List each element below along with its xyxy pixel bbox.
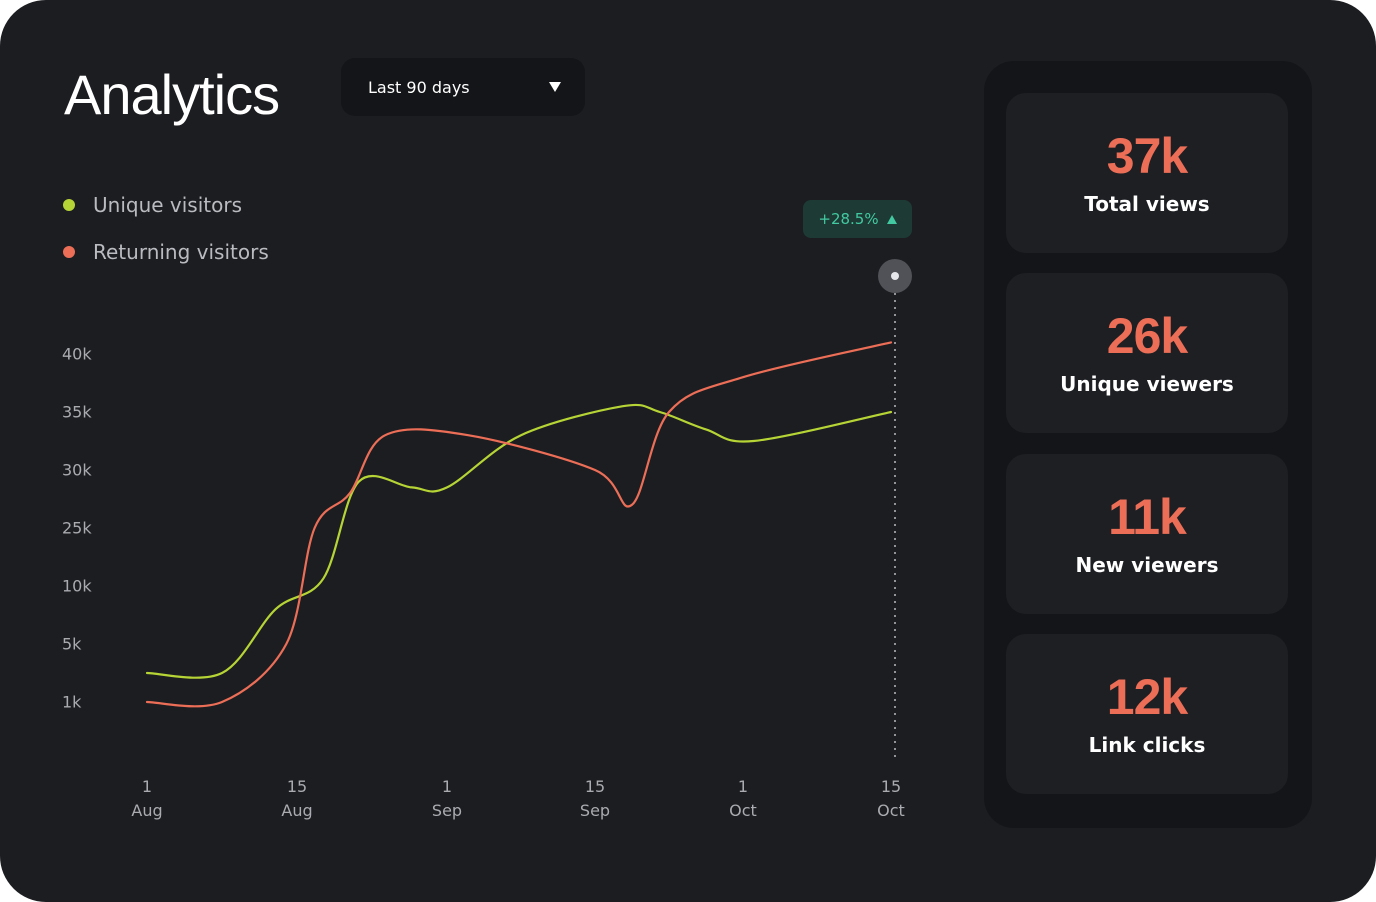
stat-card-link-clicks: 12k Link clicks: [1006, 634, 1288, 794]
legend-label-unique: Unique visitors: [93, 193, 242, 217]
handle-dot: [891, 272, 899, 280]
x-tick-month: Aug: [281, 801, 313, 820]
y-tick-label: 30k: [62, 460, 92, 480]
x-tick-month: Sep: [431, 801, 463, 820]
stats-panel: 37k Total views 26k Unique viewers 11k N…: [984, 61, 1312, 828]
stat-label: New viewers: [1075, 553, 1219, 577]
x-tick-day: 1: [737, 777, 749, 796]
line-chart: [145, 293, 896, 758]
legend-item-returning: Returning visitors: [63, 237, 269, 267]
y-tick-label: 5k: [62, 634, 82, 654]
stat-label: Unique viewers: [1060, 372, 1234, 396]
legend-item-unique: Unique visitors: [63, 190, 269, 220]
y-tick-label: 35k: [62, 402, 92, 422]
chart-scrub-handle[interactable]: [878, 259, 912, 293]
x-tick-label: 15 Aug: [257, 775, 337, 823]
date-range-select[interactable]: Last 90 days: [341, 58, 585, 116]
x-tick-day: 1: [441, 777, 453, 796]
legend-dot-unique: [63, 199, 75, 211]
stat-value: 37k: [1106, 128, 1188, 184]
stat-label: Total views: [1084, 192, 1210, 216]
x-tick-day: 15: [286, 777, 308, 796]
stat-card-total-views: 37k Total views: [1006, 93, 1288, 253]
triangle-up-icon: [886, 214, 897, 224]
stat-card-unique-viewers: 26k Unique viewers: [1006, 273, 1288, 433]
stat-label: Link clicks: [1088, 733, 1206, 757]
chart-legend: Unique visitors Returning visitors: [63, 190, 269, 284]
x-tick-label: 1 Sep: [407, 775, 487, 823]
x-tick-month: Oct: [729, 801, 757, 820]
x-tick-label: 1 Oct: [703, 775, 783, 823]
y-tick-label: 40k: [62, 344, 92, 364]
x-tick-month: Oct: [877, 801, 905, 820]
stat-value: 26k: [1106, 308, 1188, 364]
caret-down-icon: [549, 82, 561, 92]
x-tick-month: Aug: [131, 801, 163, 820]
date-range-value: Last 90 days: [368, 77, 470, 97]
x-tick-day: 15: [584, 777, 606, 796]
stat-value: 12k: [1106, 669, 1188, 725]
x-tick-day: 15: [880, 777, 902, 796]
page-title: Analytics: [64, 63, 280, 126]
x-tick-label: 15 Sep: [555, 775, 635, 823]
series-line-unique-visitors: [145, 403, 893, 679]
x-tick-label: 15 Oct: [851, 775, 931, 823]
series-line-returning-visitors: [145, 341, 893, 708]
stat-value: 11k: [1108, 489, 1187, 545]
x-tick-month: Sep: [579, 801, 611, 820]
change-badge: +28.5%: [803, 200, 912, 238]
legend-dot-returning: [63, 246, 75, 258]
y-tick-label: 1k: [62, 692, 82, 712]
stat-card-new-viewers: 11k New viewers: [1006, 454, 1288, 614]
x-tick-label: 1 Aug: [107, 775, 187, 823]
x-tick-day: 1: [141, 777, 153, 796]
legend-label-returning: Returning visitors: [93, 240, 269, 264]
y-tick-label: 10k: [62, 576, 92, 596]
change-value: +28.5%: [818, 210, 879, 228]
y-tick-label: 25k: [62, 518, 92, 538]
